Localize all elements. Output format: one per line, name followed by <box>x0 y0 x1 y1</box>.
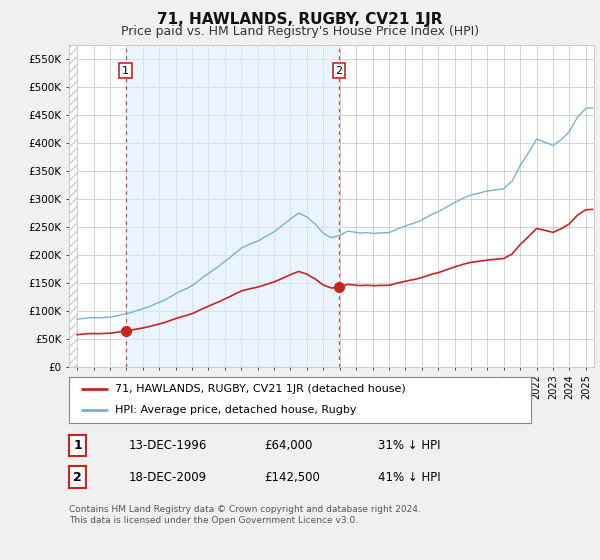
Text: 71, HAWLANDS, RUGBY, CV21 1JR (detached house): 71, HAWLANDS, RUGBY, CV21 1JR (detached … <box>115 384 406 394</box>
Text: 31% ↓ HPI: 31% ↓ HPI <box>378 438 440 452</box>
Bar <box>69 45 77 367</box>
Text: 2: 2 <box>335 66 343 76</box>
Text: Price paid vs. HM Land Registry's House Price Index (HPI): Price paid vs. HM Land Registry's House … <box>121 25 479 38</box>
Bar <box>126 45 339 367</box>
Text: £64,000: £64,000 <box>264 438 313 452</box>
Text: 13-DEC-1996: 13-DEC-1996 <box>129 438 208 452</box>
Text: 41% ↓ HPI: 41% ↓ HPI <box>378 470 440 484</box>
Text: Contains HM Land Registry data © Crown copyright and database right 2024.
This d: Contains HM Land Registry data © Crown c… <box>69 505 421 525</box>
Text: 1: 1 <box>122 66 129 76</box>
Text: 71, HAWLANDS, RUGBY, CV21 1JR: 71, HAWLANDS, RUGBY, CV21 1JR <box>157 12 443 27</box>
Text: £142,500: £142,500 <box>264 470 320 484</box>
Text: 1: 1 <box>73 438 82 452</box>
Text: HPI: Average price, detached house, Rugby: HPI: Average price, detached house, Rugb… <box>115 405 356 416</box>
Text: 2: 2 <box>73 470 82 484</box>
Text: 18-DEC-2009: 18-DEC-2009 <box>129 470 207 484</box>
